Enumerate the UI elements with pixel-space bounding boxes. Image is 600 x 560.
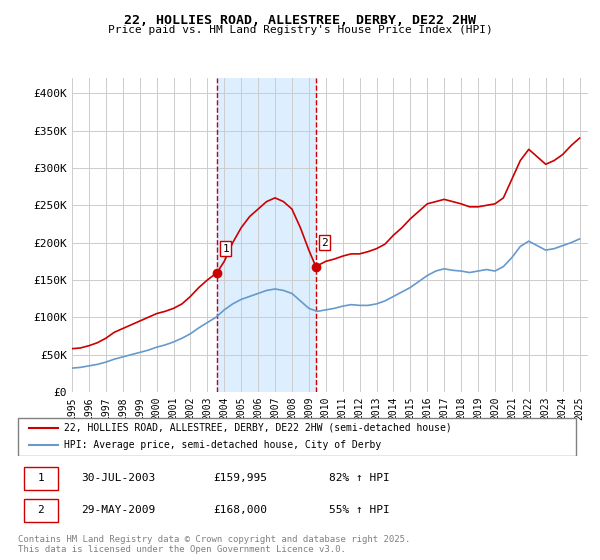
Text: 1: 1 [37, 473, 44, 483]
FancyBboxPatch shape [18, 418, 577, 456]
Text: Contains HM Land Registry data © Crown copyright and database right 2025.
This d: Contains HM Land Registry data © Crown c… [18, 535, 410, 554]
Text: 2: 2 [37, 505, 44, 515]
Text: 2: 2 [321, 237, 328, 248]
Text: £159,995: £159,995 [214, 473, 268, 483]
Text: 82% ↑ HPI: 82% ↑ HPI [329, 473, 389, 483]
Text: 30-JUL-2003: 30-JUL-2003 [81, 473, 155, 483]
FancyBboxPatch shape [23, 499, 58, 522]
Bar [217, 78, 316, 392]
Text: 22, HOLLIES ROAD, ALLESTREE, DERBY, DE22 2HW: 22, HOLLIES ROAD, ALLESTREE, DERBY, DE22… [124, 14, 476, 27]
Text: 22, HOLLIES ROAD, ALLESTREE, DERBY, DE22 2HW (semi-detached house): 22, HOLLIES ROAD, ALLESTREE, DERBY, DE22… [64, 423, 452, 433]
Text: 55% ↑ HPI: 55% ↑ HPI [329, 505, 389, 515]
Text: 29-MAY-2009: 29-MAY-2009 [81, 505, 155, 515]
Text: £168,000: £168,000 [214, 505, 268, 515]
Text: HPI: Average price, semi-detached house, City of Derby: HPI: Average price, semi-detached house,… [64, 440, 381, 450]
FancyBboxPatch shape [23, 466, 58, 489]
Text: Price paid vs. HM Land Registry's House Price Index (HPI): Price paid vs. HM Land Registry's House … [107, 25, 493, 35]
Text: 1: 1 [222, 244, 229, 254]
